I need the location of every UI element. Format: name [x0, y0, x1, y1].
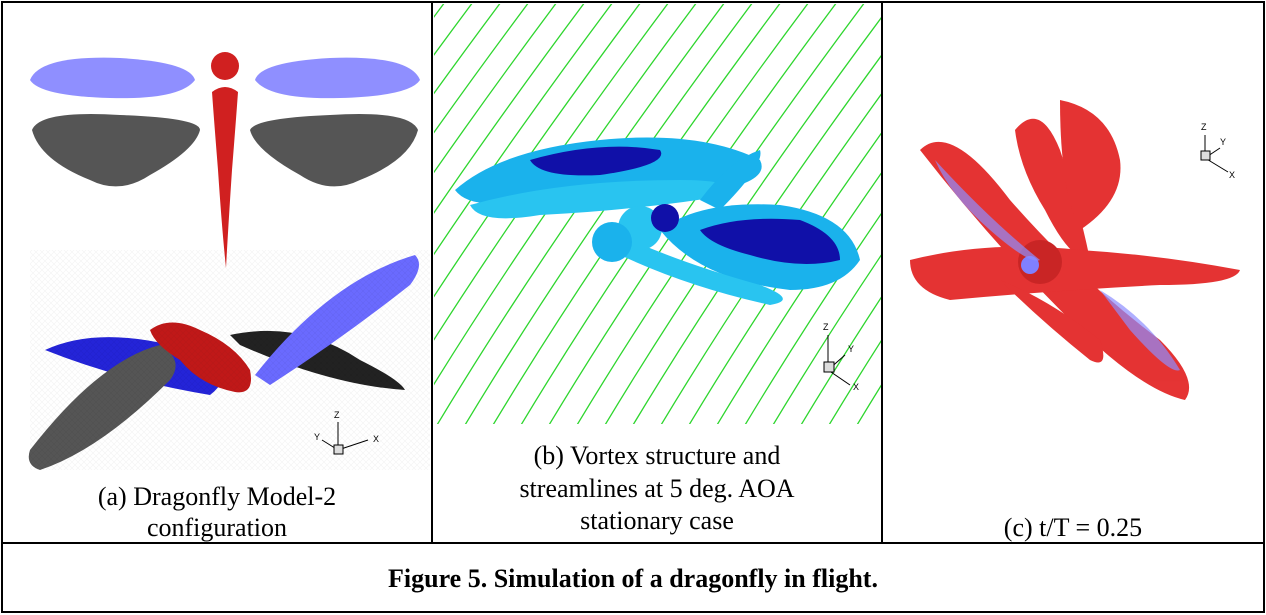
- panel-caption: streamlines at 5 deg. AOA: [519, 474, 794, 503]
- axis-triad: [824, 335, 850, 385]
- figure-caption: Figure 5. Simulation of a dragonfly in f…: [388, 564, 878, 593]
- axis-label: Y: [848, 344, 854, 354]
- axis-label: X: [853, 382, 859, 392]
- axis-label: Y: [1220, 137, 1226, 147]
- axis-label: X: [373, 434, 379, 444]
- axis-label: Z: [1201, 122, 1207, 132]
- vortex-structure: [455, 138, 860, 306]
- axis-label: Y: [314, 432, 320, 442]
- axis-label: X: [1229, 170, 1235, 180]
- axis-label: Z: [823, 322, 829, 332]
- figure: Z Y X Z Y X Z Y X (a) Dragon: [0, 0, 1266, 615]
- panel-caption: (c) t/T = 0.25: [1004, 513, 1142, 542]
- panel-caption: configuration: [147, 513, 287, 542]
- vortex-structure: [910, 100, 1240, 400]
- panel-caption: (a) Dragonfly Model-2: [98, 482, 336, 511]
- panel-caption: stationary case: [580, 506, 734, 535]
- dragonfly-mesh: [29, 52, 430, 470]
- axis-label: Z: [334, 410, 340, 420]
- panel-caption: (b) Vortex structure and: [534, 441, 781, 470]
